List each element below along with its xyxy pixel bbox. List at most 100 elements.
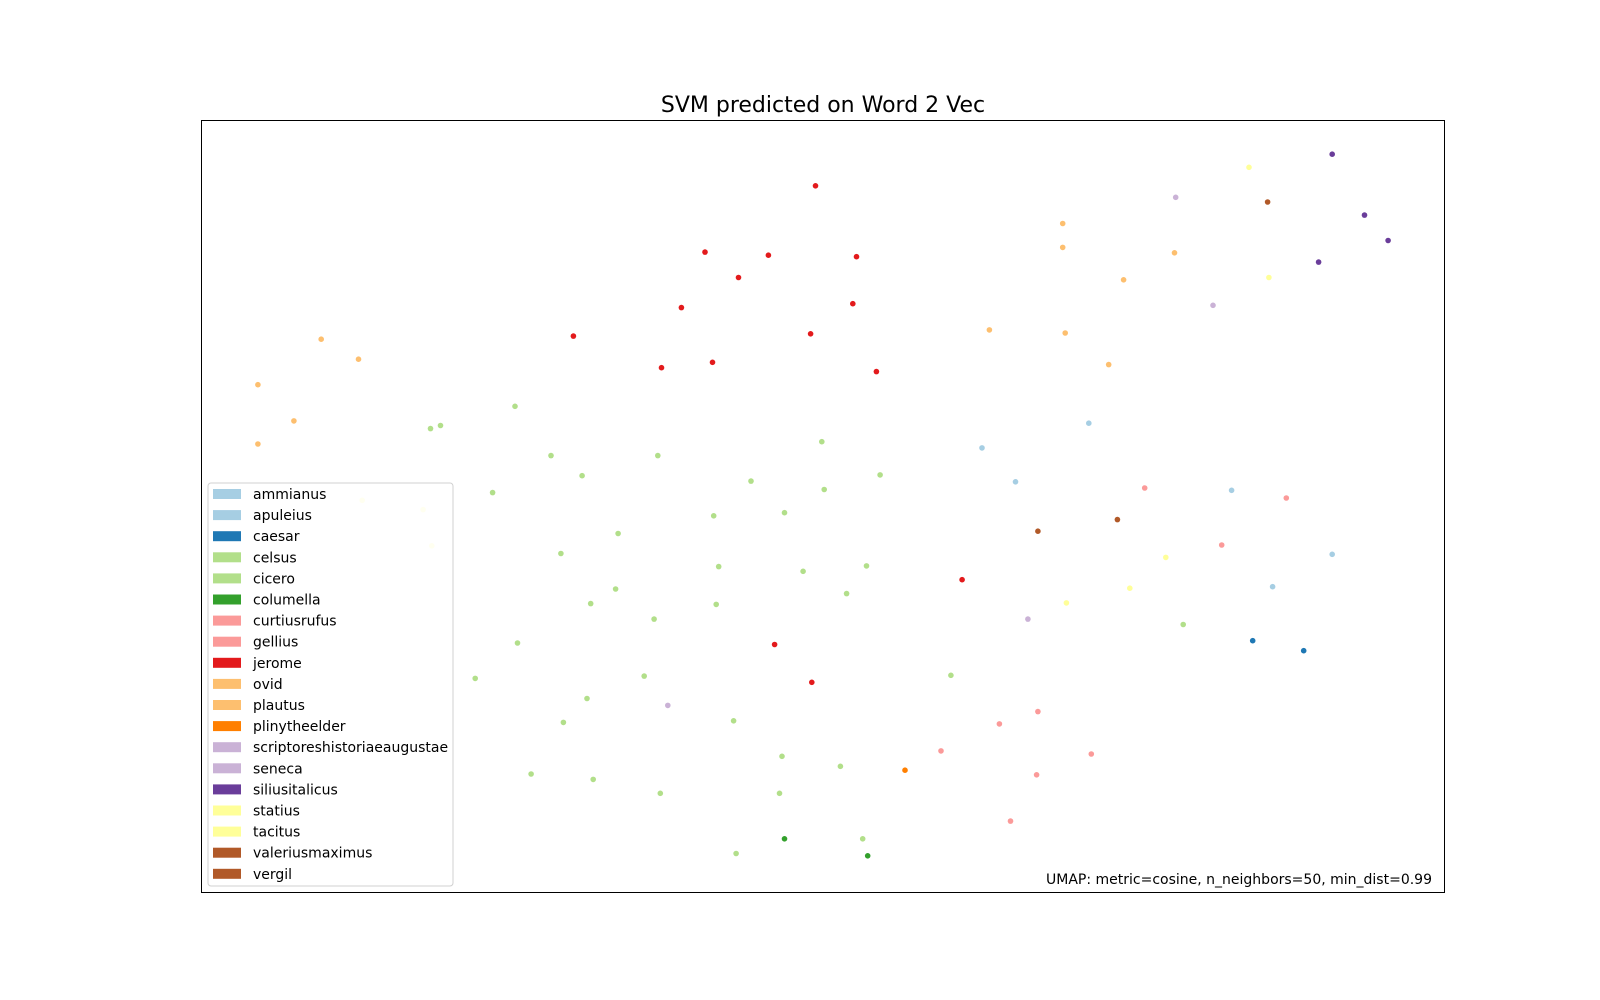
point-tacitus-0 bbox=[1246, 164, 1252, 171]
legend-label-seneca: seneca bbox=[253, 761, 303, 777]
series-celsus bbox=[427, 403, 1186, 857]
legend-swatch-caesar bbox=[213, 531, 241, 542]
legend-label-columella: columella bbox=[253, 593, 321, 609]
point-jerome-12 bbox=[959, 576, 965, 583]
scatter-points bbox=[255, 151, 1391, 859]
point-gellius-5 bbox=[938, 748, 944, 754]
legend-swatch-ovid bbox=[213, 678, 241, 689]
point-celsus-0 bbox=[512, 403, 518, 410]
point-gellius-0 bbox=[1141, 485, 1148, 491]
point-ovid-0 bbox=[1059, 220, 1066, 227]
legend-swatch-valeriusmaximus bbox=[213, 847, 241, 858]
point-celsus-9 bbox=[821, 486, 827, 493]
point-celsus-32 bbox=[837, 763, 844, 770]
legend-label-caesar: caesar bbox=[253, 529, 300, 545]
point-celsus-8 bbox=[748, 478, 754, 484]
point-celsus-20 bbox=[713, 601, 719, 608]
legend-swatch-plautus bbox=[213, 700, 241, 710]
point-siliusitalicus-2 bbox=[1385, 237, 1391, 244]
point-jerome-8 bbox=[807, 331, 814, 337]
legend-label-plautus: plautus bbox=[253, 698, 305, 714]
legend-swatch-scriptoreshistoriaeaugustae bbox=[213, 742, 241, 753]
point-celsus-23 bbox=[1180, 621, 1186, 628]
legend-swatch-cicero bbox=[213, 573, 241, 584]
point-celsus-15 bbox=[715, 563, 722, 570]
point-jerome-9 bbox=[658, 364, 665, 371]
point-apuleius-1 bbox=[979, 445, 985, 451]
point-seneca-2 bbox=[1025, 616, 1031, 622]
point-celsus-2 bbox=[437, 422, 444, 429]
point-celsus-5 bbox=[579, 472, 585, 479]
point-celsus-36 bbox=[776, 790, 783, 797]
point-siliusitalicus-3 bbox=[1315, 259, 1322, 265]
legend-label-plinytheelder: plinytheelder bbox=[253, 719, 346, 735]
legend-swatch-statius bbox=[213, 805, 241, 816]
point-vergil-2 bbox=[1114, 516, 1121, 523]
point-jerome-10 bbox=[709, 359, 716, 366]
point-ovid-3 bbox=[1171, 250, 1178, 256]
point-celsus-3 bbox=[548, 452, 554, 459]
point-celsus-25 bbox=[472, 675, 479, 682]
series-jerome bbox=[570, 183, 965, 686]
point-celsus-11 bbox=[710, 513, 717, 519]
point-celsus-28 bbox=[584, 695, 590, 702]
legend-swatch-celsus bbox=[213, 552, 241, 563]
legend-label-jerome: jerome bbox=[252, 656, 302, 672]
legend-items: ammianus apuleius caesar celsus cicero colume… bbox=[213, 487, 448, 883]
point-columella-1 bbox=[864, 853, 871, 859]
point-jerome-5 bbox=[678, 304, 685, 311]
legend-swatch-curtiusrufus bbox=[213, 615, 241, 626]
series-seneca bbox=[665, 194, 1216, 709]
series-apuleius bbox=[979, 420, 1335, 590]
point-celsus-26 bbox=[641, 673, 647, 679]
series-gellius bbox=[938, 485, 1290, 824]
point-celsus-4 bbox=[655, 452, 661, 459]
point-siliusitalicus-1 bbox=[1361, 212, 1368, 218]
point-columella-0 bbox=[781, 836, 788, 842]
point-celsus-17 bbox=[863, 563, 870, 569]
point-tacitus-2 bbox=[1163, 554, 1169, 561]
legend-swatch-apuleius bbox=[213, 510, 241, 521]
legend-label-gellius: gellius bbox=[253, 635, 298, 651]
series-caesar bbox=[1249, 637, 1307, 654]
legend-label-tacitus: tacitus bbox=[253, 825, 300, 841]
point-celsus-1 bbox=[427, 425, 434, 432]
legend-label-ammianus: ammianus bbox=[253, 487, 326, 503]
point-celsus-16 bbox=[800, 568, 806, 575]
point-apuleius-3 bbox=[1228, 487, 1235, 494]
point-caesar-0 bbox=[1249, 637, 1256, 644]
point-celsus-33 bbox=[528, 771, 534, 777]
point-celsus-35 bbox=[657, 790, 664, 797]
point-celsus-22 bbox=[843, 590, 850, 597]
legend-label-ovid: ovid bbox=[253, 677, 283, 693]
legend-label-curtiusrufus: curtiusrufus bbox=[253, 614, 337, 630]
point-gellius-4 bbox=[996, 721, 1003, 727]
point-celsus-34 bbox=[590, 776, 596, 783]
point-jerome-13 bbox=[771, 641, 778, 648]
point-ovid-11 bbox=[255, 441, 261, 447]
point-celsus-38 bbox=[733, 850, 739, 857]
legend-swatch-plinytheelder bbox=[213, 721, 241, 732]
point-celsus-19 bbox=[587, 600, 594, 607]
point-celsus-6 bbox=[489, 489, 496, 496]
point-celsus-21 bbox=[651, 616, 657, 622]
point-gellius-3 bbox=[1035, 708, 1041, 715]
point-seneca-0 bbox=[1172, 194, 1179, 201]
series-vergil bbox=[1035, 199, 1271, 534]
point-apuleius-5 bbox=[1269, 583, 1276, 590]
series-plinytheelder bbox=[902, 767, 908, 773]
legend-swatch-gellius bbox=[213, 636, 241, 647]
point-plinytheelder-0 bbox=[902, 767, 908, 773]
legend-swatch-columella bbox=[213, 594, 241, 605]
legend-swatch-jerome bbox=[213, 657, 241, 668]
point-jerome-6 bbox=[850, 300, 856, 307]
point-ovid-9 bbox=[255, 381, 261, 388]
legend-swatch-vergil bbox=[213, 868, 241, 879]
legend: ammianus apuleius caesar celsus cicero colume… bbox=[207, 482, 454, 887]
series-siliusitalicus bbox=[1315, 151, 1391, 265]
legend-label-apuleius: apuleius bbox=[253, 508, 312, 524]
point-ovid-2 bbox=[1120, 277, 1127, 283]
point-tacitus-1 bbox=[1266, 274, 1272, 281]
legend-swatch-seneca bbox=[213, 763, 241, 774]
